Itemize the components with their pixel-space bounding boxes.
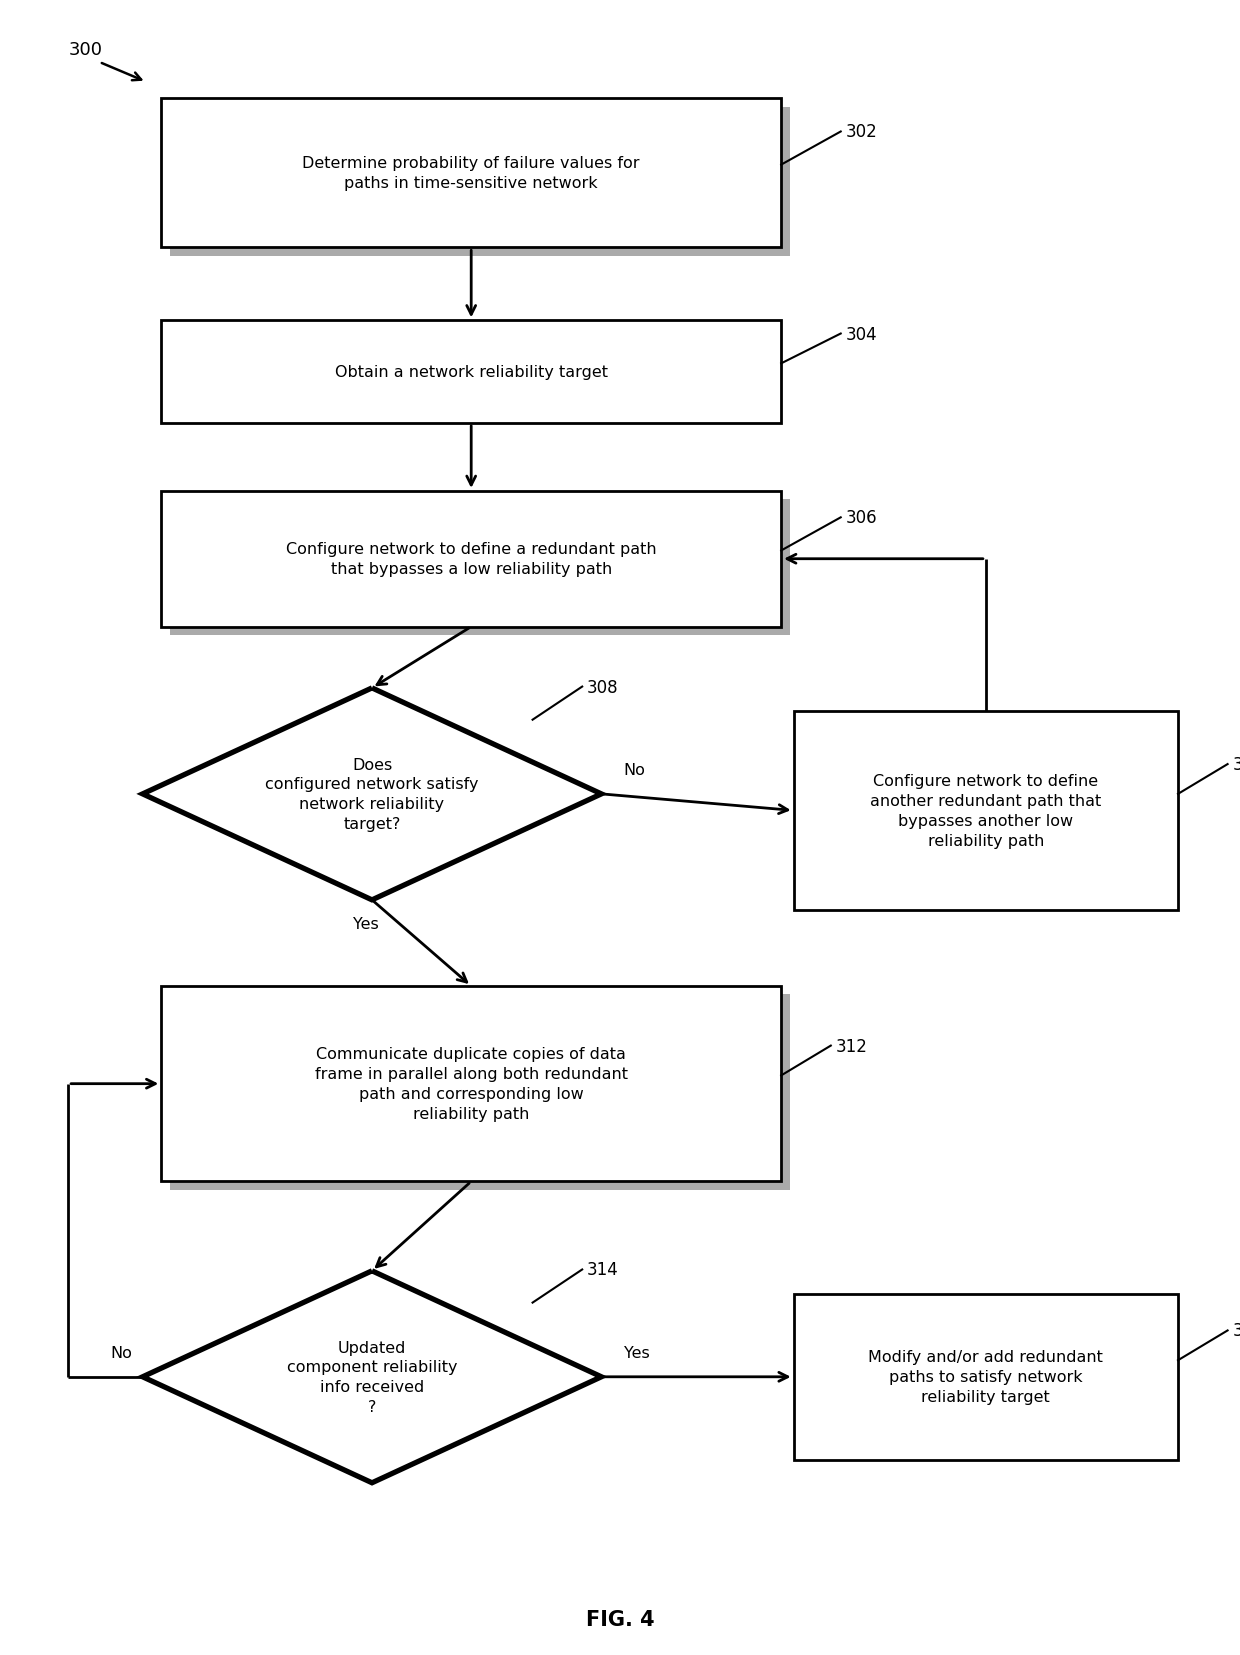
Text: No: No <box>110 1346 133 1360</box>
Text: Updated
component reliability
info received
?: Updated component reliability info recei… <box>286 1341 458 1413</box>
Text: 306: 306 <box>846 510 878 526</box>
Text: 314: 314 <box>588 1261 619 1279</box>
Text: Modify and/or add redundant
paths to satisfy network
reliability target: Modify and/or add redundant paths to sat… <box>868 1350 1104 1403</box>
Bar <box>794 712 1178 910</box>
Text: 300: 300 <box>68 41 102 58</box>
Bar <box>161 99 781 248</box>
Text: 312: 312 <box>836 1038 868 1054</box>
Text: Determine probability of failure values for
paths in time-sensitive network: Determine probability of failure values … <box>303 156 640 192</box>
Text: FIG. 4: FIG. 4 <box>585 1609 655 1629</box>
Text: Configure network to define a redundant path
that bypasses a low reliability pat: Configure network to define a redundant … <box>286 541 656 578</box>
Polygon shape <box>143 688 601 900</box>
Bar <box>161 321 781 424</box>
Text: Communicate duplicate copies of data
frame in parallel along both redundant
path: Communicate duplicate copies of data fra… <box>315 1048 627 1120</box>
Text: Yes: Yes <box>624 1346 650 1360</box>
Text: 308: 308 <box>588 679 619 697</box>
Bar <box>161 986 781 1182</box>
Bar <box>170 500 790 636</box>
Text: Configure network to define
another redundant path that
bypasses another low
rel: Configure network to define another redu… <box>870 775 1101 847</box>
Text: 304: 304 <box>846 326 878 343</box>
Text: No: No <box>624 763 646 778</box>
Text: 316: 316 <box>1233 1322 1240 1339</box>
Text: Obtain a network reliability target: Obtain a network reliability target <box>335 364 608 381</box>
Text: Does
configured network satisfy
network reliability
target?: Does configured network satisfy network … <box>265 758 479 831</box>
Bar <box>170 995 790 1190</box>
Text: Yes: Yes <box>353 917 378 932</box>
Bar <box>161 492 781 627</box>
Polygon shape <box>143 1271 601 1483</box>
Bar <box>170 108 790 257</box>
Text: 302: 302 <box>846 124 878 141</box>
Text: 310: 310 <box>1233 756 1240 773</box>
Bar <box>794 1294 1178 1460</box>
